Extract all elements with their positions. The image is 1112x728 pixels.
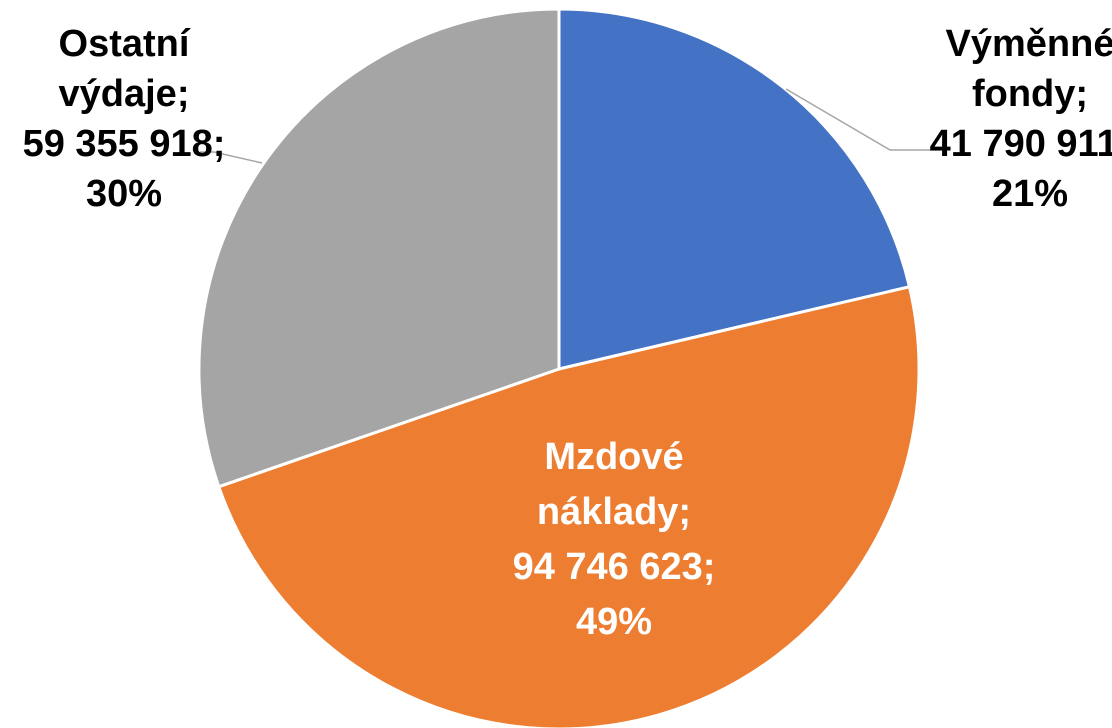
leader-line-2 bbox=[200, 151, 263, 164]
data-label-line: 59 355 918; bbox=[23, 123, 226, 165]
data-label-line: náklady; bbox=[537, 491, 691, 533]
data-label-line: 30% bbox=[86, 173, 162, 215]
data-label-line: Ostatní bbox=[59, 23, 191, 65]
data-label-line: fondy; bbox=[972, 73, 1088, 115]
data-label-0: Výměnné fondy; 41 790 911; 21% bbox=[930, 23, 1112, 215]
data-label-2: Ostatní výdaje; 59 355 918; 30% bbox=[23, 23, 226, 215]
data-label-line: 49% bbox=[576, 601, 652, 643]
leader-line-0 bbox=[785, 88, 940, 151]
data-label-line: Výměnné bbox=[946, 23, 1112, 65]
pie-slice-0 bbox=[557, 7, 912, 371]
data-label-line: výdaje; bbox=[59, 73, 190, 115]
data-label-line: 41 790 911; bbox=[930, 123, 1112, 165]
data-label-1: Mzdové náklady; 94 746 623; 49% bbox=[513, 436, 716, 643]
pie-slice-2 bbox=[197, 7, 561, 489]
data-label-line: 94 746 623; bbox=[513, 546, 716, 588]
pie-slice-1 bbox=[216, 284, 921, 728]
data-label-line: 21% bbox=[992, 173, 1068, 215]
data-label-line: Mzdové bbox=[544, 436, 683, 478]
